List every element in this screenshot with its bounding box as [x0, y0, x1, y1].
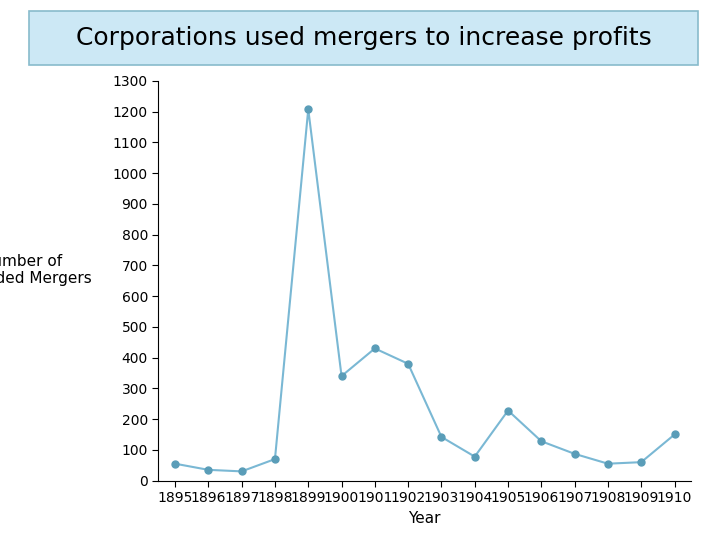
Text: Corporations used mergers to increase profits: Corporations used mergers to increase pr…	[76, 26, 652, 50]
X-axis label: Year: Year	[408, 511, 441, 525]
FancyBboxPatch shape	[29, 11, 698, 65]
Text: Number of
Recorded Mergers: Number of Recorded Mergers	[0, 254, 91, 286]
